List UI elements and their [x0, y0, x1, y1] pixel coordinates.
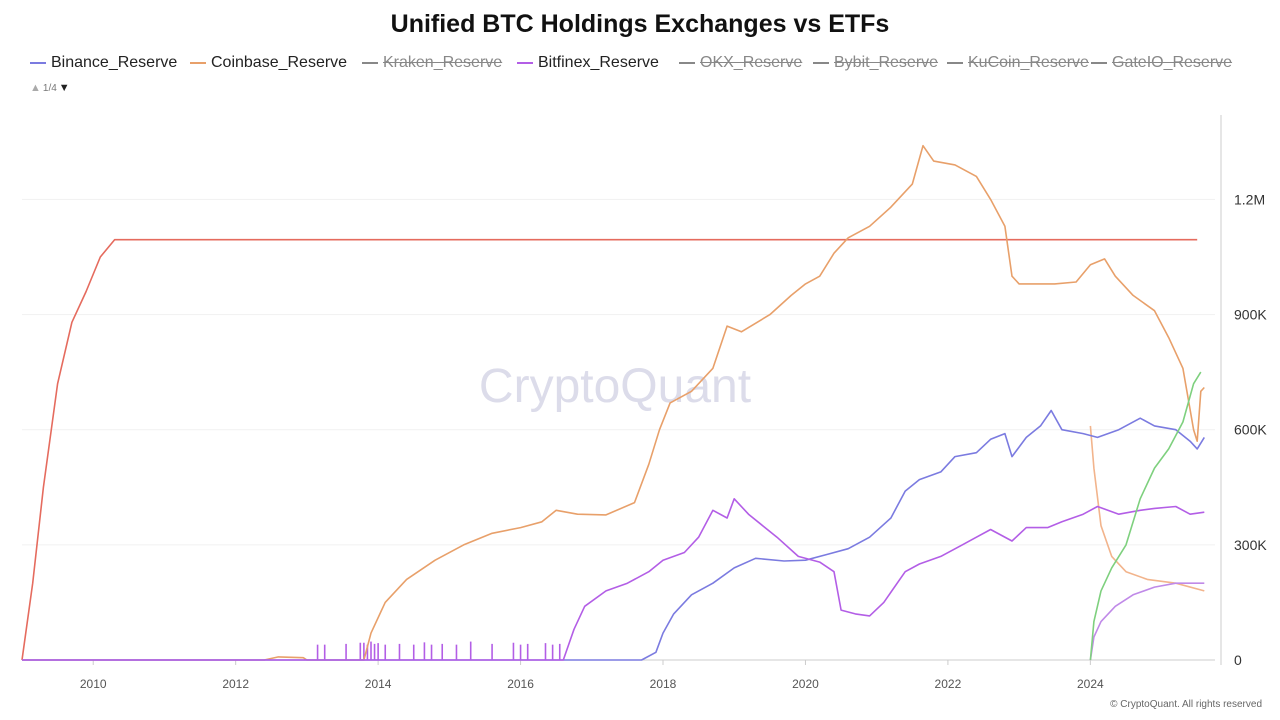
series-line-unlabeled-2	[1089, 425, 1205, 592]
legend-item-okx-reserve[interactable]: OKX_Reserve	[679, 54, 813, 72]
x-tick-label: 2018	[650, 677, 677, 691]
legend-item-kraken-reserve[interactable]: Kraken_Reserve	[362, 54, 517, 72]
y-tick-label: 0	[1234, 652, 1242, 668]
legend-item-bitfinex-reserve[interactable]: Bitfinex_Reserve	[517, 54, 679, 72]
series-line-coinbase-reserve	[22, 144, 1205, 661]
legend-swatch	[947, 62, 963, 64]
series-line-binance-reserve	[22, 409, 1205, 661]
copyright-footer: © CryptoQuant. All rights reserved	[1110, 699, 1262, 710]
series-line-bitfinex-reserve	[22, 498, 1205, 661]
legend-label: KuCoin_Reserve	[968, 54, 1089, 71]
legend-swatch	[30, 62, 46, 64]
legend-pager: ▲ 1/4 ▼	[30, 82, 70, 94]
legend-label: Coinbase_Reserve	[211, 54, 348, 71]
x-tick-label: 2016	[507, 677, 534, 691]
legend-item-coinbase-reserve[interactable]: Coinbase_Reserve	[190, 54, 362, 72]
watermark: CryptoQuant	[479, 360, 751, 413]
legend-label: OKX_Reserve	[700, 54, 803, 71]
legend-item-gateio-reserve[interactable]: GateIO_Reserve	[1091, 54, 1241, 72]
legend-label: Binance_Reserve	[51, 54, 178, 71]
legend-label: GateIO_Reserve	[1112, 54, 1233, 71]
chart-title: Unified BTC Holdings Exchanges vs ETFs	[390, 10, 890, 38]
pager-up-icon[interactable]: ▲	[30, 82, 41, 94]
series-line-unlabeled-5	[1089, 582, 1205, 661]
legend-swatch	[679, 62, 695, 64]
y-tick-label: 600K	[1234, 422, 1267, 438]
legend-item-binance-reserve[interactable]: Binance_Reserve	[30, 54, 190, 72]
legend-label: Bitfinex_Reserve	[538, 54, 659, 71]
y-tick-label: 1.2M	[1234, 191, 1265, 207]
legend-item-kucoin-reserve[interactable]: KuCoin_Reserve	[947, 54, 1091, 72]
legend-swatch	[517, 62, 533, 64]
x-tick-label: 2024	[1077, 677, 1104, 691]
legend-item-bybit-reserve[interactable]: Bybit_Reserve	[813, 54, 947, 72]
legend-swatch	[190, 62, 206, 64]
x-tick-label: 2010	[80, 677, 107, 691]
y-tick-label: 900K	[1234, 307, 1267, 323]
legend-swatch	[813, 62, 829, 64]
x-tick-label: 2012	[222, 677, 249, 691]
x-tick-label: 2020	[792, 677, 819, 691]
x-tick-label: 2022	[935, 677, 962, 691]
x-tick-label: 2014	[365, 677, 392, 691]
pager-text: 1/4	[42, 82, 57, 94]
legend: Binance_Reserve Coinbase_Reserve Kraken_Re…	[30, 52, 1270, 74]
legend-label: Bybit_Reserve	[834, 54, 939, 71]
legend-swatch	[1091, 62, 1107, 64]
series-line-unlabeled-6	[1089, 371, 1202, 661]
series-line-unlabeled-0	[21, 238, 1198, 661]
legend-label: Kraken_Reserve	[383, 54, 503, 71]
pager-down-icon[interactable]: ▼	[58, 82, 70, 94]
y-tick-label: 300K	[1234, 537, 1267, 553]
legend-swatch	[362, 62, 378, 64]
